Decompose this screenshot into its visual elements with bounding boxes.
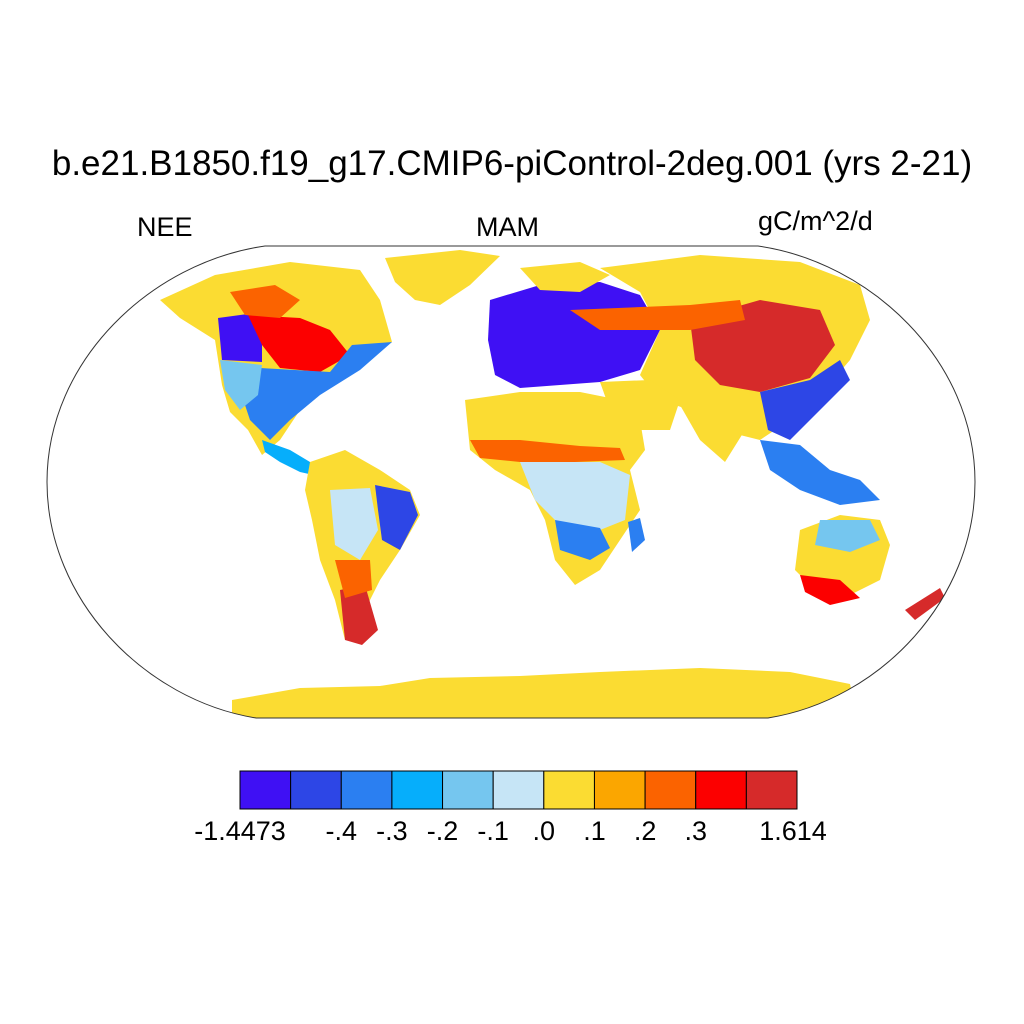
region-aus-south-red (800, 575, 860, 605)
region-na-boreal-blue (218, 312, 262, 362)
colorbar-box-10 (745, 770, 798, 810)
region-sahel-orange (470, 440, 625, 462)
region-asia-band (570, 300, 745, 330)
colorbar-box-9 (695, 770, 747, 810)
region-sa-south-red (340, 585, 378, 645)
variable-label: NEE (137, 212, 193, 242)
colorbar-label-8: .3 (684, 816, 707, 846)
colorbar-box-5 (492, 770, 545, 810)
region-aus-light (815, 520, 880, 552)
region-asia-east-blue (760, 360, 850, 440)
region-scandinavia (520, 262, 610, 292)
colorbar-box-7 (593, 770, 646, 810)
region-new-zealand (905, 588, 945, 620)
region-india (680, 400, 745, 462)
region-greenland (385, 250, 500, 305)
land-fields (160, 250, 945, 718)
colorbar-box-1 (290, 770, 342, 810)
region-sa-orange (335, 560, 372, 598)
region-na-red (248, 315, 350, 372)
region-central-america (262, 440, 318, 476)
colorbar-box-6 (543, 770, 595, 810)
colorbar-box-3 (391, 770, 444, 810)
colorbar-label-2: -.3 (376, 816, 408, 846)
colorbar-label-9: 1.614 (759, 816, 827, 846)
colorbar-label-7: .2 (633, 816, 657, 846)
region-sa-blue (375, 485, 418, 550)
colorbar-label-6: .1 (583, 816, 606, 846)
region-na-orange (230, 285, 300, 318)
colorbar-label-3: -.2 (426, 816, 459, 846)
region-na-east-blue (240, 342, 392, 440)
colorbar (239, 770, 798, 810)
season-label: MAM (476, 212, 539, 242)
region-na-light (220, 360, 262, 410)
region-sa-light (330, 488, 378, 560)
colorbar-box-2 (340, 770, 393, 810)
colorbar-box-8 (644, 770, 697, 810)
plot-title: b.e21.B1850.f19_g17.CMIP6-piControl-2deg… (51, 144, 973, 183)
colorbar-label-0: -1.4473 (194, 816, 286, 846)
region-se-asia (760, 440, 880, 505)
region-antarctica (232, 668, 860, 718)
colorbar-box-4 (442, 770, 494, 810)
region-middle-east (600, 380, 680, 430)
colorbar-label-5: .0 (532, 816, 556, 846)
colorbar-label-1: -.4 (325, 816, 358, 846)
units-label: gC/m^2/d (758, 206, 873, 236)
region-s-africa-blue (555, 520, 610, 560)
region-central-africa-light (520, 462, 630, 530)
globe-boundary (46, 245, 976, 719)
region-europe (488, 282, 660, 388)
region-madagascar (628, 518, 645, 552)
colorbar-label-4: -.1 (477, 816, 509, 846)
colorbar-box-0 (239, 770, 292, 810)
